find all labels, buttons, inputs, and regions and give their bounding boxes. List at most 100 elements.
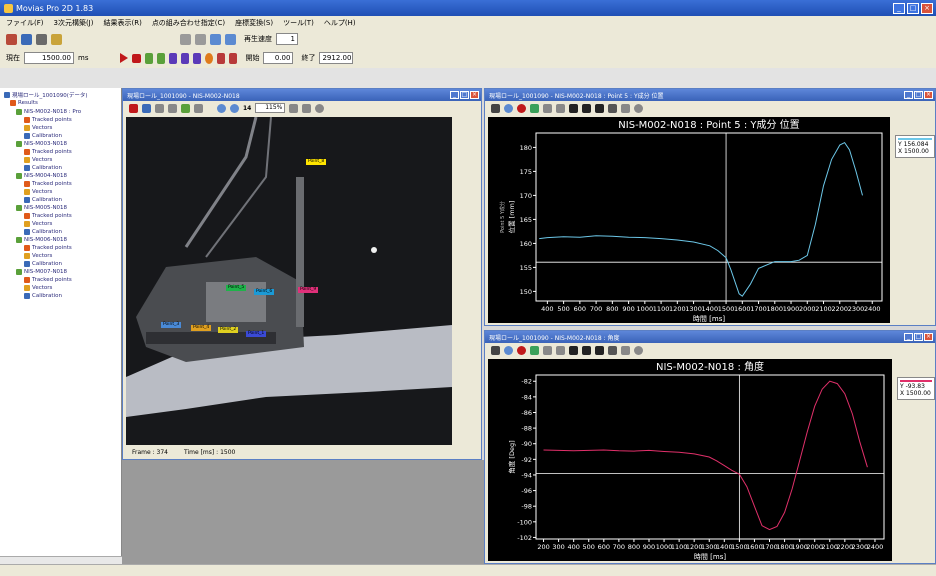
close-button[interactable]: × <box>921 2 933 14</box>
step-back-icon[interactable] <box>145 52 154 64</box>
print-icon[interactable] <box>543 345 552 355</box>
tree-child-vectors[interactable]: Vectors <box>24 157 52 163</box>
save-icon[interactable] <box>21 33 32 45</box>
grid-icon[interactable] <box>595 345 604 355</box>
tree-child-tracked-points[interactable]: Tracked points <box>24 245 72 251</box>
tree-child-vectors[interactable]: Vectors <box>24 285 52 291</box>
maximize-button[interactable]: □ <box>460 91 469 99</box>
close-button[interactable]: × <box>924 91 933 99</box>
zoom-in-icon[interactable] <box>217 103 226 113</box>
zoom-out-icon[interactable] <box>517 345 526 355</box>
point-label[interactable]: Point_9 <box>298 287 319 293</box>
tree-child-calibration[interactable]: Calibration <box>24 293 62 299</box>
clock-icon[interactable] <box>634 103 643 113</box>
menu-3d-build[interactable]: 3次元構築(J) <box>53 19 94 27</box>
minimize-button[interactable]: _ <box>893 2 905 14</box>
tree-child-vectors[interactable]: Vectors <box>24 221 52 227</box>
tree-child-vectors[interactable]: Vectors <box>24 253 52 259</box>
minimize-button[interactable]: _ <box>450 91 459 99</box>
settings-icon[interactable] <box>302 103 312 113</box>
tree-child-calibration[interactable]: Calibration <box>24 165 62 171</box>
folder-icon[interactable] <box>51 33 62 45</box>
track-icon[interactable] <box>129 103 138 113</box>
point-label[interactable]: Point_6 <box>254 289 275 295</box>
zoom-select[interactable]: 115% <box>255 103 286 113</box>
tree-group[interactable]: NIS-M006-N018 <box>16 237 67 243</box>
maximize-button[interactable]: □ <box>914 91 923 99</box>
grid-icon[interactable] <box>582 103 591 113</box>
tree-group[interactable]: NIS-M003-N018 <box>16 141 67 147</box>
tree-group[interactable]: NIS-M002-N018 : Pro <box>16 109 81 115</box>
grid-icon[interactable] <box>225 33 236 45</box>
point-label[interactable]: Point_3 <box>161 322 182 328</box>
open-icon[interactable] <box>142 103 151 113</box>
zoom-out-icon[interactable] <box>230 103 239 113</box>
tree-child-tracked-points[interactable]: Tracked points <box>24 117 72 123</box>
tree-child-tracked-points[interactable]: Tracked points <box>24 277 72 283</box>
menu-coordinate[interactable]: 座標変換(S) <box>235 19 274 27</box>
tree-child-calibration[interactable]: Calibration <box>24 197 62 203</box>
tree-child-tracked-points[interactable]: Tracked points <box>24 213 72 219</box>
video-frame[interactable]: Point_8 Point_5 Point_6 Point_9 Point_3 … <box>126 117 452 445</box>
point-label[interactable]: Point_4 <box>191 325 212 331</box>
tree-child-calibration[interactable]: Calibration <box>24 261 62 267</box>
start-time-input[interactable]: 0.00 <box>263 52 294 64</box>
tool-icon[interactable] <box>155 103 164 113</box>
minimize-button[interactable]: _ <box>904 91 913 99</box>
marker-icon[interactable] <box>229 52 238 64</box>
tool-icon[interactable] <box>180 33 191 45</box>
copy-icon[interactable] <box>289 103 299 113</box>
cursor-icon[interactable] <box>491 345 500 355</box>
forward-icon[interactable] <box>181 52 190 64</box>
copy-icon[interactable] <box>556 345 565 355</box>
record-icon[interactable] <box>205 52 214 64</box>
marker-icon[interactable] <box>217 52 226 64</box>
zoom-in-icon[interactable] <box>504 345 513 355</box>
tree-child-calibration[interactable]: Calibration <box>24 229 62 235</box>
step-forward-icon[interactable] <box>157 52 166 64</box>
print-icon[interactable] <box>36 33 47 45</box>
tree-child-vectors[interactable]: Vectors <box>24 189 52 195</box>
current-time-input[interactable]: 1500.00 <box>24 52 74 64</box>
point-label[interactable]: Point_8 <box>306 159 327 165</box>
export-icon[interactable] <box>530 345 539 355</box>
menu-tools[interactable]: ツール(T) <box>283 19 314 27</box>
clock-icon[interactable] <box>634 345 643 355</box>
close-button[interactable]: × <box>470 91 479 99</box>
grid-icon[interactable] <box>569 103 578 113</box>
menu-results[interactable]: 結果表示(R) <box>103 19 142 27</box>
tree-results[interactable]: Results <box>10 100 38 106</box>
end-time-input[interactable]: 2912.00 <box>319 52 354 64</box>
open-icon[interactable] <box>6 33 17 45</box>
rewind-icon[interactable] <box>169 52 178 64</box>
cursor-icon[interactable] <box>491 103 500 113</box>
tool-icon[interactable] <box>194 103 203 113</box>
tool-icon[interactable] <box>181 103 190 113</box>
speed-input[interactable]: 1 <box>276 33 298 45</box>
tree-group[interactable]: NIS-M005-N018 <box>16 205 67 211</box>
print-icon[interactable] <box>543 103 552 113</box>
project-tree[interactable]: 現場ロール_1001090(データ) Results NIS-M002-N018… <box>0 88 122 564</box>
chart1-area[interactable]: NIS-M002-N018 : Point 5 : Y成分 位置 400 500 60… <box>488 117 890 323</box>
copy-icon[interactable] <box>556 103 565 113</box>
maximize-button[interactable]: □ <box>907 2 919 14</box>
settings-icon[interactable] <box>621 345 630 355</box>
tree-child-calibration[interactable]: Calibration <box>24 133 62 139</box>
maximize-button[interactable]: □ <box>914 333 923 341</box>
tree-horizontal-scrollbar[interactable] <box>0 556 122 564</box>
stop-icon[interactable] <box>132 53 142 63</box>
point-label[interactable]: Point_1 <box>246 331 267 337</box>
menu-file[interactable]: ファイル(F) <box>6 19 44 27</box>
point-label[interactable]: Point_2 <box>218 327 239 333</box>
chart2-area[interactable]: NIS-M002-N018 : 角度 200 300 400 500 600 700 800 9… <box>488 359 892 561</box>
tool-icon[interactable] <box>195 33 206 45</box>
export-icon[interactable] <box>530 103 539 113</box>
tree-child-tracked-points[interactable]: Tracked points <box>24 149 72 155</box>
close-button[interactable]: × <box>924 333 933 341</box>
zoom-in-icon[interactable] <box>504 103 513 113</box>
tree-root[interactable]: 現場ロール_1001090(データ) <box>4 91 88 99</box>
prev-icon[interactable] <box>193 52 202 64</box>
settings-icon[interactable] <box>621 103 630 113</box>
tool-icon[interactable] <box>168 103 177 113</box>
table-icon[interactable] <box>608 103 617 113</box>
